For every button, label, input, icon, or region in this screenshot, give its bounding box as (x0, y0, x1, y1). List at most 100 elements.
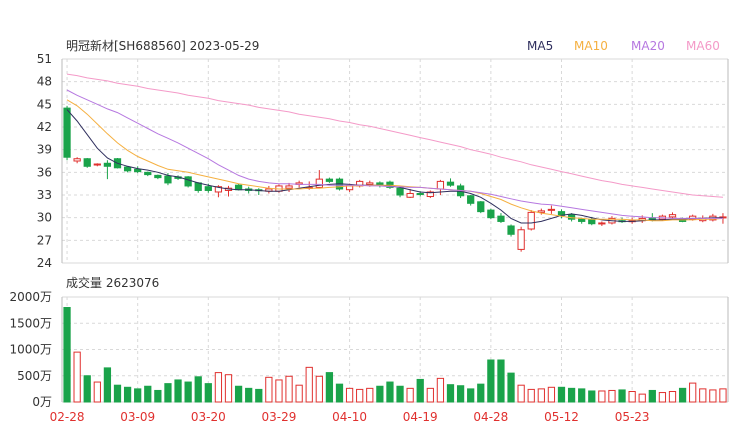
volume-bar (234, 385, 243, 403)
volume-bar (275, 379, 283, 403)
volume-bar (588, 390, 596, 403)
date-tick-label: 05-23 (615, 410, 650, 424)
volume-bar (608, 389, 616, 403)
volume-bar (325, 372, 334, 403)
volume-bar (537, 388, 545, 403)
chart-title: 明冠新材[SH688560] 2023-05-29 (66, 38, 259, 53)
volume-bar (134, 388, 142, 403)
volume-bar (194, 376, 202, 403)
candle-body (184, 176, 192, 187)
candle-body (93, 163, 101, 166)
volume-tick-label: 2000万 (9, 290, 52, 304)
volume-bar (305, 366, 313, 403)
candle-body (467, 195, 475, 204)
candle-body (134, 168, 142, 173)
candle-body (123, 166, 132, 172)
date-axis: 02-28 03-09 03-20 03-29 04-10 04-19 04-28 05-12… (50, 410, 650, 424)
price-tick-label: 45 (37, 97, 52, 111)
volume-bar (678, 387, 687, 403)
price-tick-label: 33 (37, 188, 52, 202)
volume-bar (295, 384, 303, 403)
volume-tick-label: 1000万 (9, 343, 52, 357)
volume-bar (164, 383, 172, 403)
candle-body (547, 208, 556, 211)
price-tick-label: 48 (37, 75, 52, 89)
candle-body (154, 174, 162, 179)
price-tick-label: 27 (37, 233, 52, 247)
volume-bar (214, 372, 223, 403)
volume-label: 成交量 2623076 (66, 275, 159, 290)
volume-bar (689, 382, 697, 403)
volume-bar (467, 388, 475, 403)
volume-bar (406, 387, 414, 403)
price-tick-label: 36 (37, 165, 52, 179)
candle-body (63, 107, 71, 158)
price-tick-label: 42 (37, 120, 52, 134)
ma60-line (66, 73, 724, 198)
candle-body (406, 192, 414, 198)
volume-bar (63, 307, 71, 403)
volume-bar (144, 385, 152, 403)
candle-body (598, 222, 606, 225)
candle-body (315, 178, 323, 188)
candle-body (396, 187, 404, 196)
volume-bar (416, 378, 424, 403)
candle-body (73, 158, 81, 162)
price-tick-label: 24 (37, 256, 52, 270)
volume-bar (174, 379, 182, 403)
candle-body (416, 192, 424, 195)
volume-bar (487, 359, 495, 403)
candle-body (668, 214, 677, 218)
volume-bar (184, 381, 192, 403)
volume-bar (245, 387, 253, 403)
legend: MA5 MA10 MA20 MA60 (527, 39, 720, 53)
candle-body (103, 162, 112, 167)
price-axis: 51 48 45 42 39 36 33 30 27 24 (37, 52, 729, 270)
date-tick-label: 04-28 (473, 410, 508, 424)
date-tick-label: 05-12 (544, 410, 579, 424)
volume-bar (699, 388, 707, 403)
candle-body (527, 211, 535, 230)
candle-body (325, 178, 334, 182)
volume-bar (527, 388, 535, 403)
volume-bar (547, 386, 556, 403)
volume-bar (426, 387, 434, 403)
volume-bar (255, 388, 263, 403)
price-tick-label: 30 (37, 211, 52, 225)
price-tick-label: 51 (37, 52, 52, 66)
moving-average-lines (66, 73, 724, 224)
legend-ma5: MA5 (527, 39, 553, 53)
candle-body (446, 181, 455, 186)
candle-body (194, 182, 202, 191)
volume-bar (517, 384, 525, 403)
volume-tick-label: 0万 (32, 395, 52, 409)
candle-body (426, 191, 434, 198)
volume-bar (618, 389, 626, 403)
candlesticks (63, 105, 727, 252)
candle-body (477, 201, 485, 213)
volume-bar (658, 392, 667, 403)
volume-bar (335, 383, 344, 403)
volume-bar (83, 375, 91, 403)
volume-bar (668, 391, 677, 403)
legend-ma10: MA10 (574, 39, 608, 53)
volume-bar (578, 388, 586, 403)
candle-body (234, 184, 243, 191)
date-tick-label: 04-10 (332, 410, 367, 424)
volume-bar (73, 351, 81, 403)
volume-bars (63, 307, 727, 403)
volume-bar (648, 389, 656, 403)
volume-bar (456, 385, 465, 403)
price-tick-label: 39 (37, 143, 52, 157)
volume-bar (638, 393, 646, 403)
legend-ma20: MA20 (631, 39, 665, 53)
volume-tick-label: 1500万 (9, 316, 52, 330)
ma10-line (66, 99, 724, 222)
legend-ma60: MA60 (686, 39, 720, 53)
volume-bar (356, 388, 364, 403)
candle-body (164, 175, 172, 184)
candle-body (204, 186, 212, 191)
candle-body (214, 186, 223, 193)
candle-body (436, 180, 445, 190)
candle-body (517, 229, 525, 250)
